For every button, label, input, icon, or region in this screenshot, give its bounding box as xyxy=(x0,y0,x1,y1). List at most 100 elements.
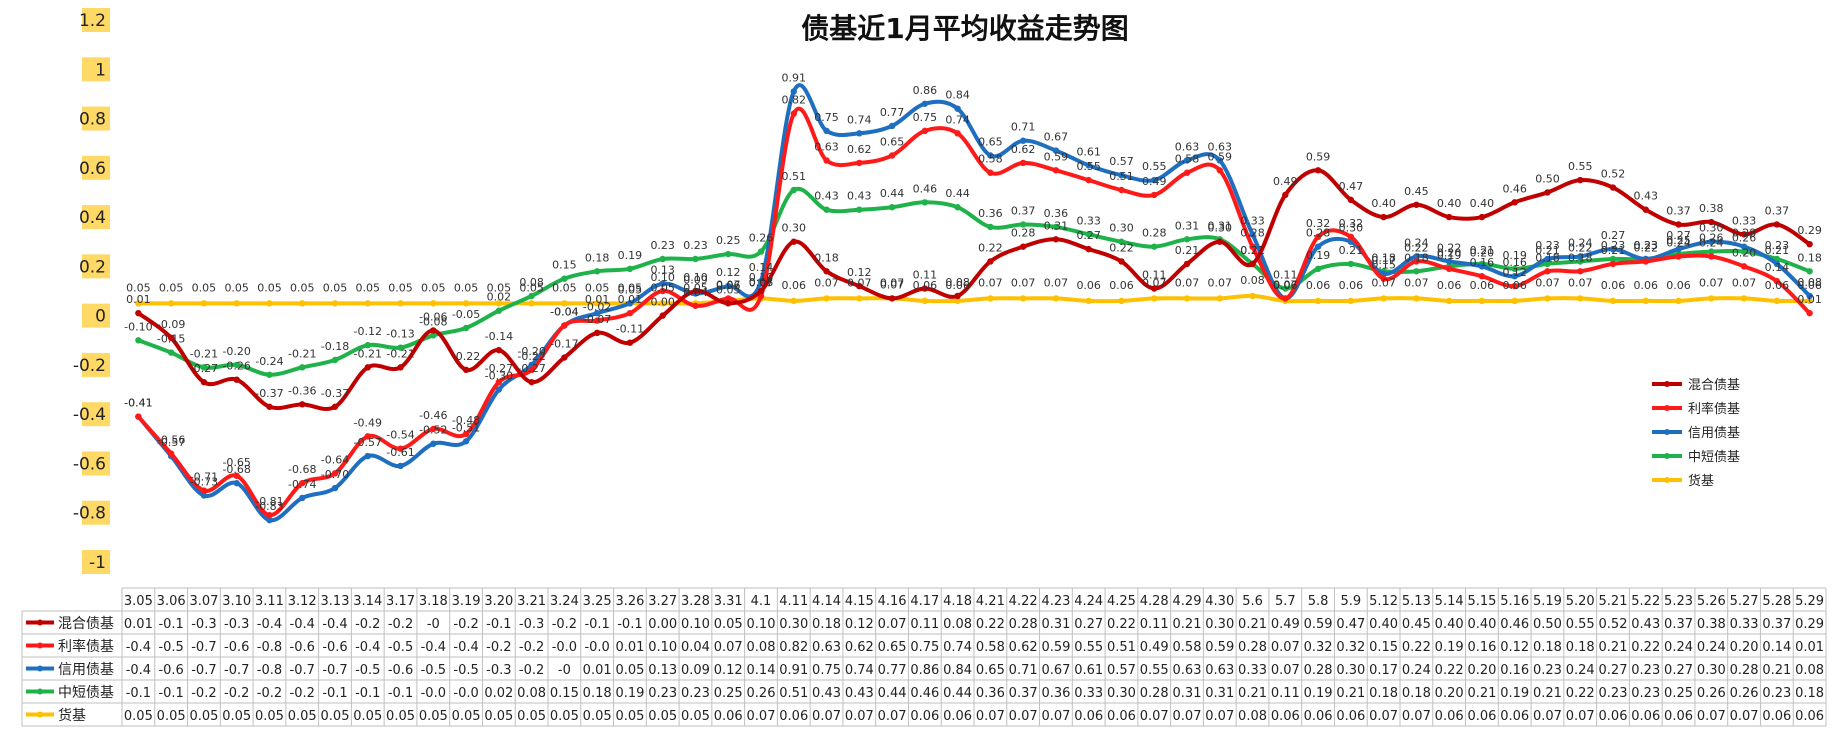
data-point xyxy=(1708,238,1715,245)
data-label: 0.19 xyxy=(618,249,643,262)
table-cell: 0.44 xyxy=(878,686,907,701)
data-point xyxy=(1019,243,1027,250)
data-label: 0.01 xyxy=(585,293,610,306)
table-cell: -0.6 xyxy=(388,663,413,678)
data-point xyxy=(331,403,339,410)
data-point xyxy=(593,309,601,317)
table-cell: 0.49 xyxy=(1140,640,1169,655)
data-label: -0.52 xyxy=(419,424,447,437)
table-cell: -0.7 xyxy=(191,640,216,655)
y-tick-label: -0.4 xyxy=(73,405,106,425)
table-cell: -0.5 xyxy=(453,663,478,678)
x-tick-label: 5.23 xyxy=(1664,594,1693,609)
data-label: -0.24 xyxy=(255,355,283,368)
data-label: 0.07 xyxy=(1273,278,1298,291)
x-tick-label: 5.8 xyxy=(1308,594,1329,609)
table-cell: 0.75 xyxy=(910,640,939,655)
table-cell: 0.21 xyxy=(1173,617,1202,632)
data-label: 0.21 xyxy=(1175,244,1200,257)
table-cell: -0.1 xyxy=(322,686,347,701)
table-cell: -0.8 xyxy=(257,640,282,655)
data-label: 0.22 xyxy=(1437,241,1462,254)
data-label: 0.12 xyxy=(716,266,741,279)
data-label: 0.55 xyxy=(1076,160,1101,173)
data-label: 0.04 xyxy=(683,286,708,299)
table-cell: 0.25 xyxy=(1664,686,1693,701)
table-cell: 0.31 xyxy=(1173,686,1202,701)
data-labels: 0.01-0.09-0.27 -0.26-0.37 -0.36 -0.37-0.21-… xyxy=(124,71,1822,513)
x-tick-label: 3.26 xyxy=(615,594,644,609)
data-label: -0.20 xyxy=(222,345,250,358)
data-label: 0.05 xyxy=(552,281,577,294)
data-point xyxy=(397,445,404,452)
table-cell: 0.14 xyxy=(1762,640,1791,655)
table-cell: 0.33 xyxy=(1074,686,1103,701)
table-cell: 0.19 xyxy=(1304,686,1333,701)
data-label: -0.57 xyxy=(354,436,382,449)
x-tick-label: 5.26 xyxy=(1697,594,1726,609)
table-cell: -0 xyxy=(427,617,440,632)
table-cell: 0.07 xyxy=(878,709,907,724)
table-cell: 0.07 xyxy=(976,709,1005,724)
table-cell: 0.28 xyxy=(1730,663,1759,678)
legend-marker xyxy=(1664,453,1670,459)
x-tick-label: 5.29 xyxy=(1795,594,1824,609)
x-tick-label: 3.12 xyxy=(288,594,317,609)
data-point xyxy=(856,206,863,213)
data-point xyxy=(1052,223,1060,231)
table-cell: -0.4 xyxy=(290,617,315,632)
data-label: -0.11 xyxy=(616,323,644,336)
table-cell: -0.5 xyxy=(355,663,380,678)
data-point xyxy=(1413,295,1420,302)
data-point xyxy=(1216,295,1223,302)
data-point xyxy=(1151,176,1158,184)
table-cell: 0.06 xyxy=(1631,709,1660,724)
data-point xyxy=(1085,162,1092,169)
table-cell: 0.06 xyxy=(943,709,972,724)
y-tick-label: -0.8 xyxy=(73,504,106,524)
data-label: 0.05 xyxy=(388,281,413,294)
table-cell: 0.57 xyxy=(1107,663,1136,678)
data-point xyxy=(1183,169,1191,176)
table-cell: 0.61 xyxy=(1074,663,1103,678)
data-point xyxy=(430,425,437,433)
data-label: -0.41 xyxy=(124,397,152,410)
table-cell: -0.2 xyxy=(486,640,511,655)
table-cell: 0.63 xyxy=(1173,663,1202,678)
data-point xyxy=(1183,260,1191,268)
data-point xyxy=(1511,282,1518,290)
table-cell: 0.05 xyxy=(189,709,218,724)
data-label: -0.46 xyxy=(419,409,447,422)
data-point xyxy=(430,300,437,307)
table-cell: -0.3 xyxy=(486,663,511,678)
data-point xyxy=(593,268,601,275)
x-tick-label: 3.18 xyxy=(419,594,448,609)
data-point xyxy=(987,295,994,302)
data-label: -0.15 xyxy=(157,333,185,346)
data-point xyxy=(1118,238,1125,245)
data-point xyxy=(1019,295,1027,302)
table-cell: -0.1 xyxy=(158,686,183,701)
data-label: 0.18 xyxy=(1371,251,1396,264)
data-label: 0.06 xyxy=(1076,279,1101,292)
table-cell: 0.55 xyxy=(1074,640,1103,655)
data-point xyxy=(266,403,273,410)
table-cell: 0.58 xyxy=(976,640,1005,655)
data-point xyxy=(1151,243,1158,250)
data-point xyxy=(1413,258,1420,265)
data-label: 0.14 xyxy=(749,261,774,274)
data-label: 0.44 xyxy=(880,187,905,200)
table-cell: 0.40 xyxy=(1369,617,1398,632)
data-label: -0.73 xyxy=(190,475,218,488)
x-tick-label: 4.11 xyxy=(779,594,808,609)
data-point xyxy=(1577,295,1584,302)
data-point xyxy=(430,440,437,447)
data-label: 0.27 xyxy=(1076,229,1101,242)
data-point xyxy=(1314,297,1322,305)
table-cell: 0.06 xyxy=(1271,709,1300,724)
data-label: 0.28 xyxy=(1306,227,1331,240)
table-cell: 0.22 xyxy=(1402,640,1431,655)
data-point xyxy=(1675,297,1682,305)
data-label: -0.27 xyxy=(190,362,218,375)
data-point xyxy=(1151,285,1158,292)
